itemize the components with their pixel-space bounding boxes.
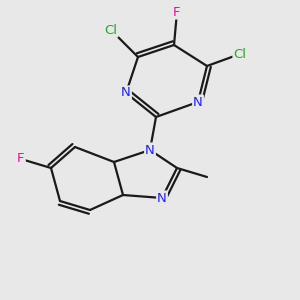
Text: N: N [145,143,155,157]
Text: N: N [121,86,131,100]
Text: F: F [17,152,25,166]
Text: F: F [173,5,181,19]
Text: Cl: Cl [104,23,118,37]
Text: N: N [193,95,203,109]
Text: N: N [157,191,167,205]
Text: Cl: Cl [233,47,247,61]
